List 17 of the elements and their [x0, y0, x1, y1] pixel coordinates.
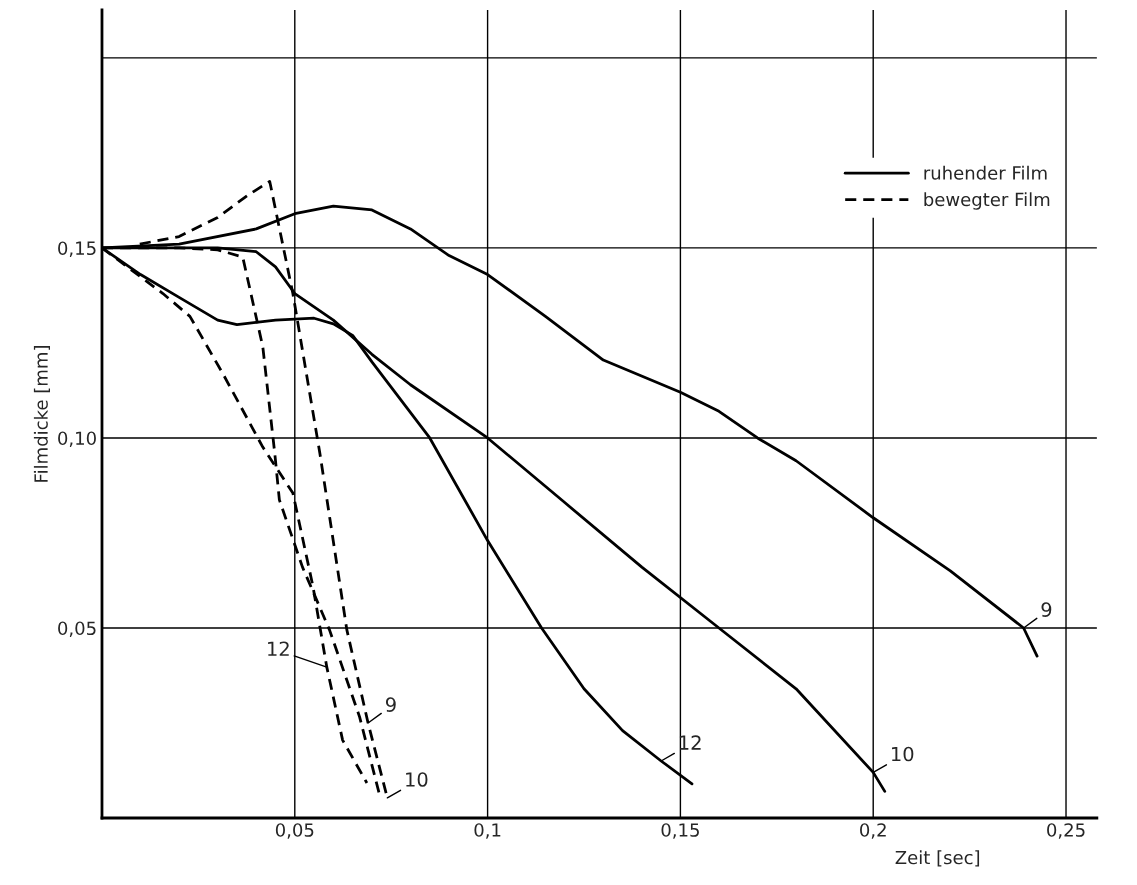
annotation: 10 [892, 746, 914, 762]
annotation: 9 [1041, 602, 1052, 617]
x-tick-label: 0,1 [474, 823, 501, 839]
x-tick-label: 0,2 [860, 823, 886, 839]
x-tick-label: 0,25 [1047, 823, 1085, 839]
y-tick-label: 0,05 [58, 621, 96, 637]
legend-label: ruhender Film [924, 165, 1047, 180]
y-axis-title: Filmdicke [mm] [33, 346, 50, 482]
legend-label: bewegter Film [924, 192, 1050, 210]
x-tick-label: 0,15 [661, 823, 699, 839]
annotation: 12 [268, 641, 289, 656]
x-axis-title: Zeit [sec] [895, 850, 980, 867]
y-tick-label: 0,10 [58, 431, 96, 447]
y-tick-label: 0,15 [58, 241, 96, 257]
annotation: 9 [385, 697, 396, 712]
x-tick-label: 0,05 [275, 823, 314, 839]
annotation: 10 [406, 772, 428, 787]
